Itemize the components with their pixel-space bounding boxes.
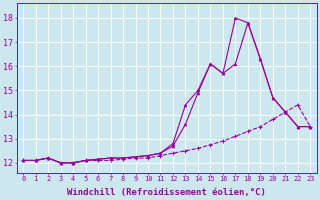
X-axis label: Windchill (Refroidissement éolien,°C): Windchill (Refroidissement éolien,°C) bbox=[67, 188, 266, 197]
